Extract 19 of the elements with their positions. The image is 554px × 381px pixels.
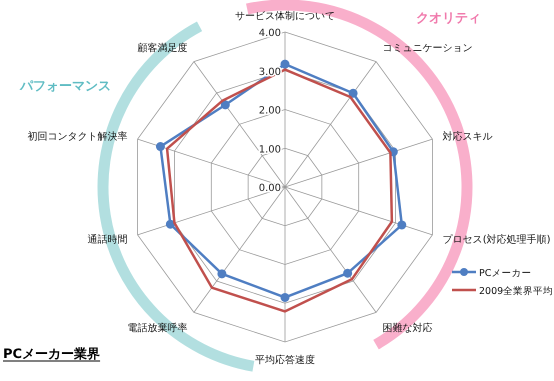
legend-label: PCメーカー	[479, 268, 532, 279]
spoke-label: 電話放棄呼率	[128, 322, 188, 334]
spoke-label: 顧客満足度	[138, 42, 188, 54]
spoke-label: コミュニケーション	[382, 42, 472, 54]
text: パフォーマンス	[19, 79, 111, 94]
spoke-label: プロセス(対応処理手順)	[442, 233, 551, 246]
legend-label: 2009全業界平均	[479, 285, 554, 297]
spoke-label: 初回コンタクト解決率	[27, 130, 128, 143]
spoke-label: 通話時間	[87, 233, 128, 246]
y-tick-label: 1.00	[258, 144, 281, 156]
y-tick-label: 4.00	[258, 28, 281, 39]
spoke-label: サービス体制について	[235, 10, 335, 22]
spoke-label: 平均応答速度	[255, 354, 315, 366]
y-tick-label: 0.00	[258, 183, 281, 194]
spoke-label: 困難な対応	[382, 322, 432, 334]
text: PCメーカー業界	[3, 347, 100, 362]
spoke-label: 対応スキル	[442, 130, 493, 143]
text: クオリティ	[416, 11, 481, 26]
y-tick-label: 2.00	[258, 106, 281, 116]
